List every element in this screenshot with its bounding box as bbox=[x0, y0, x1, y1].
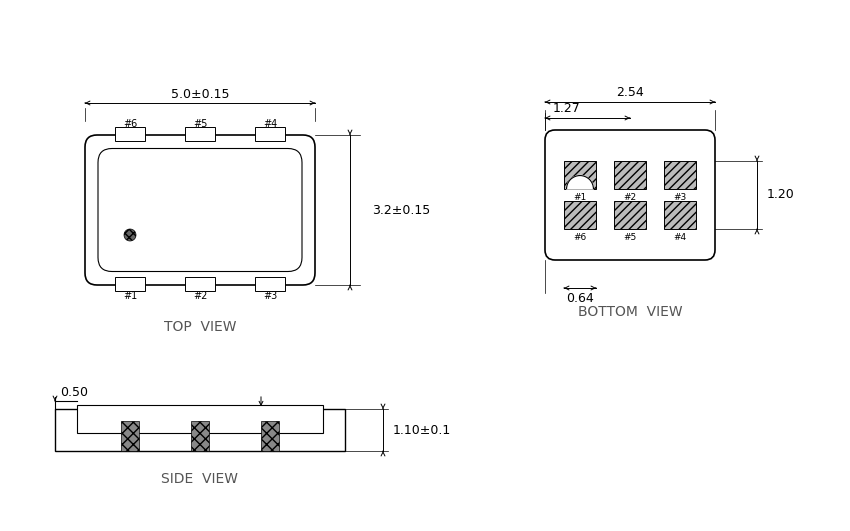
Bar bbox=[185, 127, 215, 141]
Bar bbox=[115, 277, 145, 291]
Text: #4: #4 bbox=[673, 233, 687, 242]
Text: 2.54: 2.54 bbox=[616, 87, 643, 99]
Text: 0.64: 0.64 bbox=[566, 292, 594, 304]
Bar bbox=[261, 421, 279, 451]
Bar bbox=[191, 421, 209, 451]
Bar bbox=[614, 161, 646, 189]
Text: #3: #3 bbox=[263, 291, 277, 301]
Text: #6: #6 bbox=[123, 119, 137, 129]
Text: #1: #1 bbox=[123, 291, 137, 301]
Bar bbox=[115, 127, 145, 141]
Text: #3: #3 bbox=[673, 193, 687, 201]
Text: 1.27: 1.27 bbox=[552, 102, 580, 116]
FancyBboxPatch shape bbox=[98, 149, 302, 271]
Text: 1.20: 1.20 bbox=[767, 189, 795, 201]
Text: #5: #5 bbox=[623, 233, 637, 242]
FancyBboxPatch shape bbox=[85, 135, 315, 285]
Text: 1.10±0.1: 1.10±0.1 bbox=[393, 424, 451, 436]
Text: #2: #2 bbox=[193, 291, 207, 301]
Bar bbox=[255, 277, 285, 291]
Text: #4: #4 bbox=[263, 119, 277, 129]
Bar bbox=[564, 201, 596, 229]
Text: #5: #5 bbox=[193, 119, 207, 129]
Bar bbox=[664, 161, 696, 189]
Bar bbox=[664, 201, 696, 229]
Bar bbox=[564, 161, 596, 189]
Text: BOTTOM  VIEW: BOTTOM VIEW bbox=[578, 305, 683, 319]
Text: 0.50: 0.50 bbox=[60, 387, 88, 399]
Bar bbox=[55, 409, 345, 451]
Circle shape bbox=[124, 229, 136, 241]
Text: 3.2±0.15: 3.2±0.15 bbox=[372, 203, 430, 217]
Bar bbox=[77, 405, 323, 433]
Bar bbox=[255, 127, 285, 141]
Text: #1: #1 bbox=[574, 193, 586, 201]
FancyBboxPatch shape bbox=[545, 130, 715, 260]
Text: #6: #6 bbox=[574, 233, 586, 242]
Text: SIDE  VIEW: SIDE VIEW bbox=[162, 472, 239, 486]
Bar bbox=[121, 421, 139, 451]
Bar bbox=[185, 277, 215, 291]
Text: 5.0±0.15: 5.0±0.15 bbox=[171, 89, 230, 101]
Text: TOP  VIEW: TOP VIEW bbox=[164, 320, 236, 334]
Text: #2: #2 bbox=[623, 193, 637, 201]
Wedge shape bbox=[567, 176, 593, 189]
Bar bbox=[614, 201, 646, 229]
